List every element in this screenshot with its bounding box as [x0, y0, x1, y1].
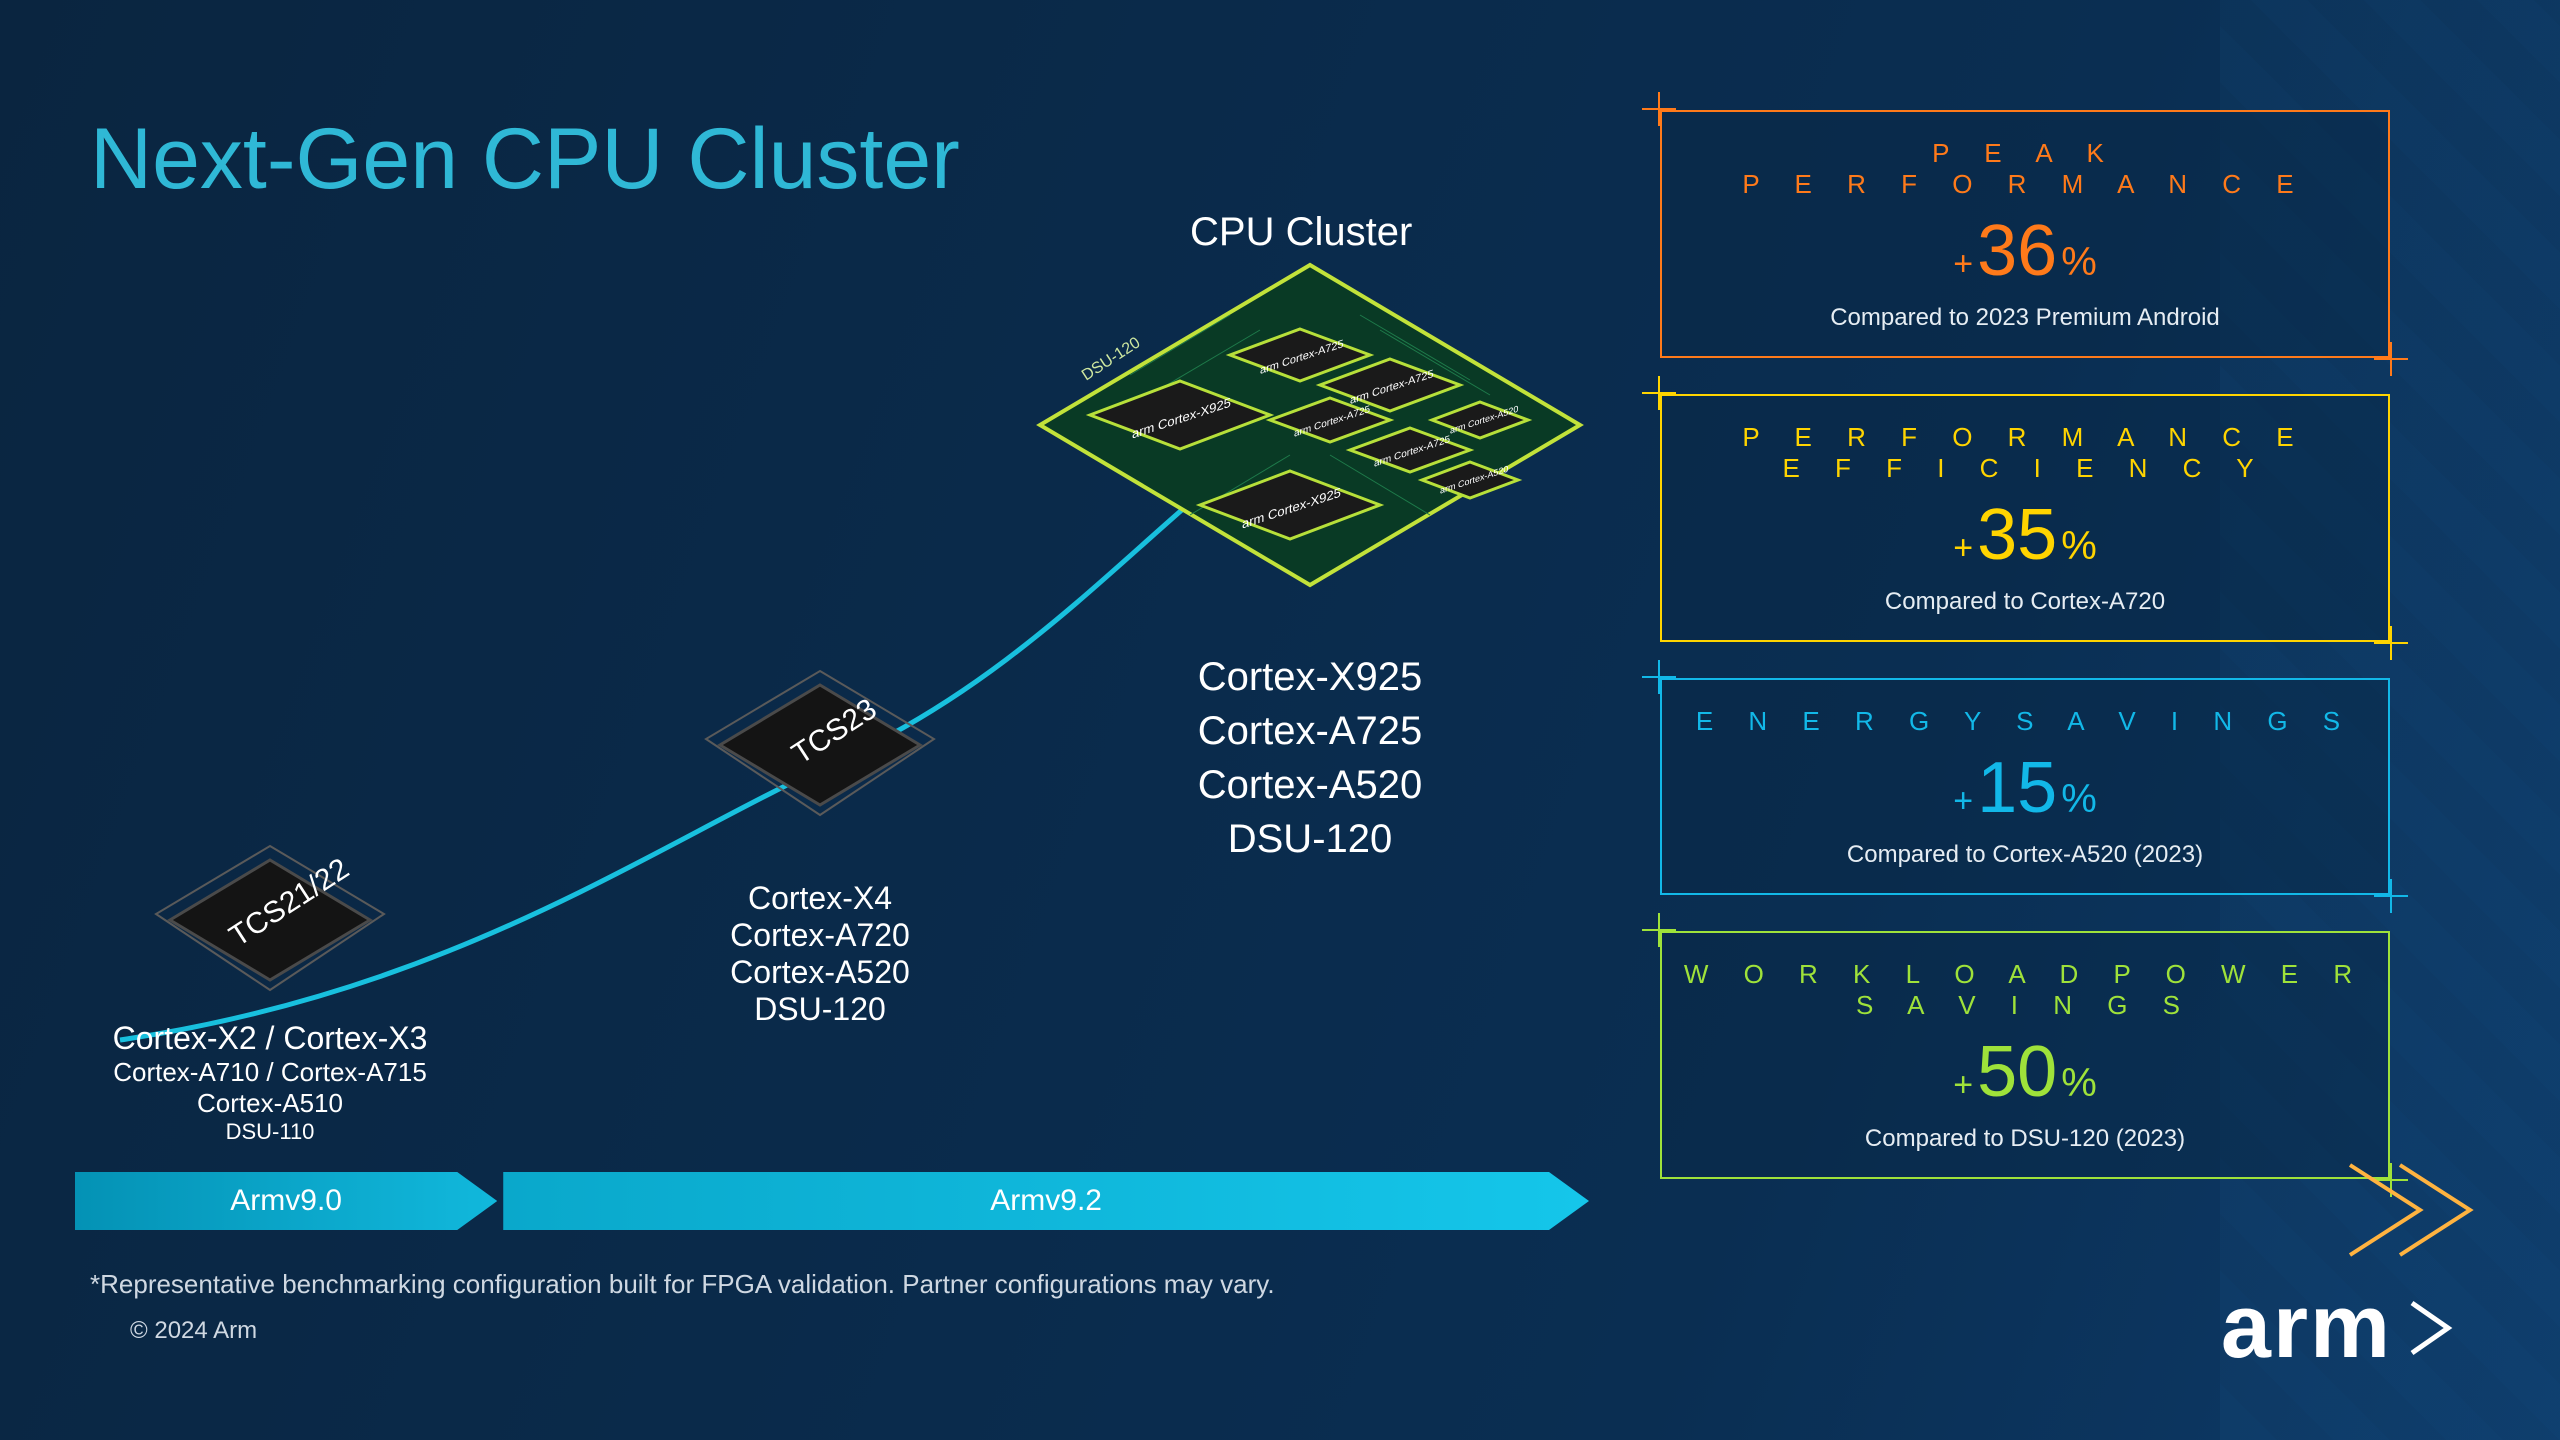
copyright: © 2024 Arm [130, 1317, 257, 1345]
stat-perf-efficiency: P E R F O R M A N C EE F F I C I E N C Y… [1660, 394, 2390, 642]
timeline-diagram: TCS21/22 Cortex-X2 / Cortex-X3 Cortex-A7… [60, 220, 1620, 1140]
stats-column: P E A KP E R F O R M A N C E +36% Compar… [1660, 110, 2390, 1179]
stat-workload-power: W O R K L O A D P O W E RS A V I N G S +… [1660, 931, 2390, 1179]
arch-label-0: Armv9.0 [230, 1184, 342, 1218]
logo-arrow-icon [2400, 1282, 2470, 1385]
arch-seg-1: Armv9.2 [503, 1172, 1589, 1230]
arm-logo: arm [2221, 1276, 2470, 1385]
stat-3-subtitle: Compared to DSU-120 (2023) [1680, 1125, 2370, 1153]
chip-tcs2122: TCS21/22 [150, 840, 390, 1000]
footnote: *Representative benchmarking configurati… [90, 1269, 1275, 1300]
arch-version-bar: Armv9.0 Armv9.2 [75, 1172, 1595, 1230]
cpu-cluster-title: CPU Cluster [1190, 210, 1412, 255]
stat-1-subtitle: Compared to Cortex-A720 [1680, 588, 2370, 616]
chip-tcs23: TCS23 [700, 665, 940, 825]
arch-seg-0: Armv9.0 [75, 1172, 497, 1230]
stat-peak-performance: P E A KP E R F O R M A N C E +36% Compar… [1660, 110, 2390, 358]
stat-2-subtitle: Compared to Cortex-A520 (2023) [1680, 841, 2370, 869]
cpu-cluster-graphic: arm Cortex-X925 arm Cortex-A725 arm Cort… [1030, 255, 1590, 595]
cpu-cluster-products: Cortex-X925 Cortex-A725 Cortex-A520 DSU-… [1100, 650, 1520, 866]
slide-title: Next-Gen CPU Cluster [90, 110, 960, 209]
node-1-products: Cortex-X4 Cortex-A720 Cortex-A520 DSU-12… [650, 880, 990, 1028]
node-0-products: Cortex-X2 / Cortex-X3 Cortex-A710 / Cort… [100, 1020, 440, 1145]
arch-label-1: Armv9.2 [990, 1184, 1102, 1218]
stat-0-subtitle: Compared to 2023 Premium Android [1680, 304, 2370, 332]
stat-energy-savings: E N E R G Y S A V I N G S +15% Compared … [1660, 678, 2390, 895]
